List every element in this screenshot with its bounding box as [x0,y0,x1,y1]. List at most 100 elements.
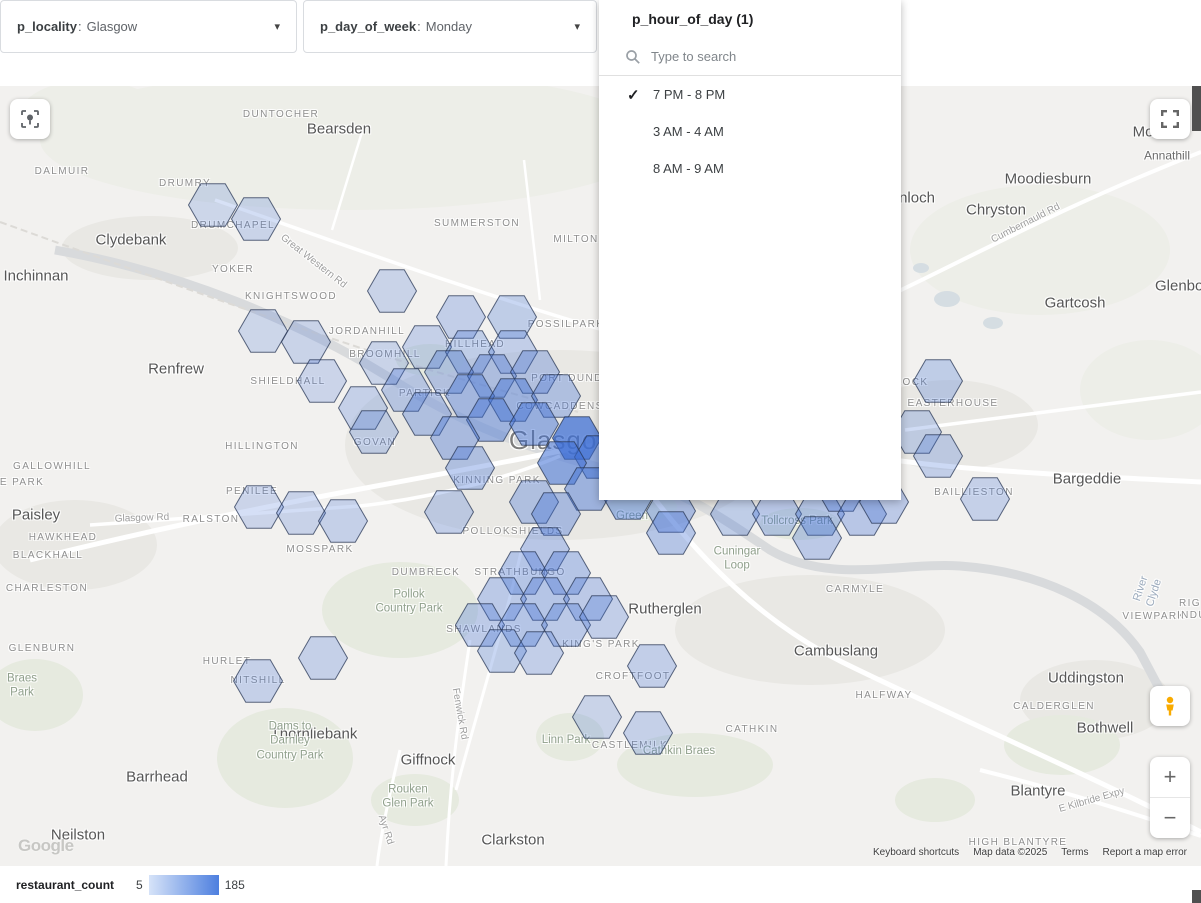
hex-bin[interactable] [380,368,432,412]
hex-bin[interactable] [912,359,964,403]
filter-separator: : [77,19,82,34]
filter-value: Glasgow [86,19,138,34]
hex-bin[interactable] [401,325,453,369]
dropdown-option[interactable]: 8 AM - 9 AM [599,150,901,187]
dropdown-option[interactable]: ✓ 7 PM - 8 PM [599,76,901,113]
hex-bin[interactable] [959,477,1011,521]
filter-separator: : [417,19,421,34]
hex-bin[interactable] [530,492,582,536]
hex-bin[interactable] [571,695,623,739]
hex-bin[interactable] [233,485,285,529]
hex-bin[interactable] [337,386,389,430]
hex-bin[interactable] [513,631,565,675]
pegman-button[interactable] [1150,686,1190,726]
caret-down-icon: ▾ [574,21,580,33]
search-icon [626,49,640,64]
zoom-out-button[interactable]: − [1150,797,1190,838]
hex-bin[interactable] [275,491,327,535]
hex-bin[interactable] [187,183,239,227]
option-label: 3 AM - 4 AM [653,124,724,139]
hex-bin[interactable] [317,499,369,543]
dropdown-option[interactable]: 3 AM - 4 AM [599,113,901,150]
hex-bin[interactable] [232,659,284,703]
hex-bin[interactable] [791,516,843,560]
hex-bin[interactable] [435,295,487,339]
hex-bin[interactable] [466,354,518,398]
search-input[interactable] [649,48,863,65]
caret-down-icon: ▾ [274,21,280,33]
hex-bin[interactable] [476,577,528,621]
hex-bin[interactable] [536,441,588,485]
hex-bin[interactable] [486,295,538,339]
fullscreen-button[interactable] [1150,99,1190,139]
hex-bin[interactable] [296,359,348,403]
hex-bin[interactable] [444,330,496,374]
recenter-map-button[interactable] [10,99,50,139]
hex-bin[interactable] [465,398,517,442]
check-icon: ✓ [627,86,640,104]
hex-bin[interactable] [366,269,418,313]
google-logo: Google [18,836,74,855]
zoom-in-button[interactable]: + [1163,764,1177,789]
hex-bin[interactable] [454,603,506,647]
attribution-link[interactable]: Terms [1061,847,1089,858]
hex-bin[interactable] [519,527,571,571]
legend-gradient [148,874,219,895]
scrollbar-thumb[interactable] [1192,86,1201,131]
hex-bin[interactable] [626,644,678,688]
legend-max-value: 185 [224,877,245,892]
zoom-control: + − [1150,757,1190,838]
hex-bin[interactable] [487,378,539,422]
hex-bin[interactable] [429,416,481,460]
hex-bin[interactable] [497,603,549,647]
hour-of-day-dropdown-panel: p_hour_of_day (1) ✓ 7 PM - 8 PM 3 AM - 4 A… [599,0,901,500]
attribution-link[interactable]: Keyboard shortcuts [873,847,960,858]
hex-bin[interactable] [497,551,549,595]
option-label: 7 PM - 8 PM [653,87,726,102]
hex-bin[interactable] [487,330,539,374]
hex-bin[interactable] [401,392,453,436]
hex-bin[interactable] [509,350,561,394]
filter-name: p_day_of_week [320,19,417,34]
hex-bin[interactable] [237,309,289,353]
dropdown-search-row [599,38,901,76]
hex-bin[interactable] [358,341,410,385]
filter-name: p_locality [17,19,77,34]
attribution-link[interactable]: Report a map error [1102,847,1187,858]
attribution-link[interactable]: Map data ©2025 [973,847,1048,858]
hex-bin[interactable] [519,577,571,621]
filter-value: Monday [425,19,472,34]
legend-field-label: restaurant_count [16,877,115,892]
hex-bin[interactable] [444,374,496,418]
hex-bin[interactable] [540,551,592,595]
option-label: 8 AM - 9 AM [653,161,724,176]
hex-bin[interactable] [423,490,475,534]
scrollbar-thumb[interactable] [1192,890,1201,903]
hex-bin[interactable] [562,577,614,621]
hex-bin[interactable] [578,595,630,639]
legend-min-value: 5 [136,877,143,892]
hex-bin[interactable] [444,446,496,490]
hex-bin[interactable] [348,410,400,454]
fullscreen-icon [1161,110,1179,128]
map-attribution: Keyboard shortcuts Map data ©2025 Terms Rep… [873,847,1187,858]
filter-locality[interactable]: p_locality : Glasgow ▾ [0,0,297,53]
hex-bin[interactable] [912,434,964,478]
hex-bin[interactable] [476,629,528,673]
dropdown-title: p_hour_of_day (1) [632,11,754,27]
hex-bin[interactable] [280,320,332,364]
legend-bar: restaurant_count 5 185 [0,866,1201,903]
hex-bin[interactable] [622,711,674,755]
hex-bin[interactable] [230,197,282,241]
hex-bin[interactable] [508,402,560,446]
hex-bin[interactable] [508,480,560,524]
filter-day-of-week[interactable]: p_day_of_week : Monday ▾ [303,0,597,53]
hex-bin[interactable] [645,511,697,555]
location-crosshair-icon [21,110,39,128]
hex-bin[interactable] [297,636,349,680]
pegman-icon [1166,696,1174,716]
dropdown-option-list: ✓ 7 PM - 8 PM 3 AM - 4 AM 8 AM - 9 AM [599,76,901,187]
hex-bin[interactable] [423,350,475,394]
